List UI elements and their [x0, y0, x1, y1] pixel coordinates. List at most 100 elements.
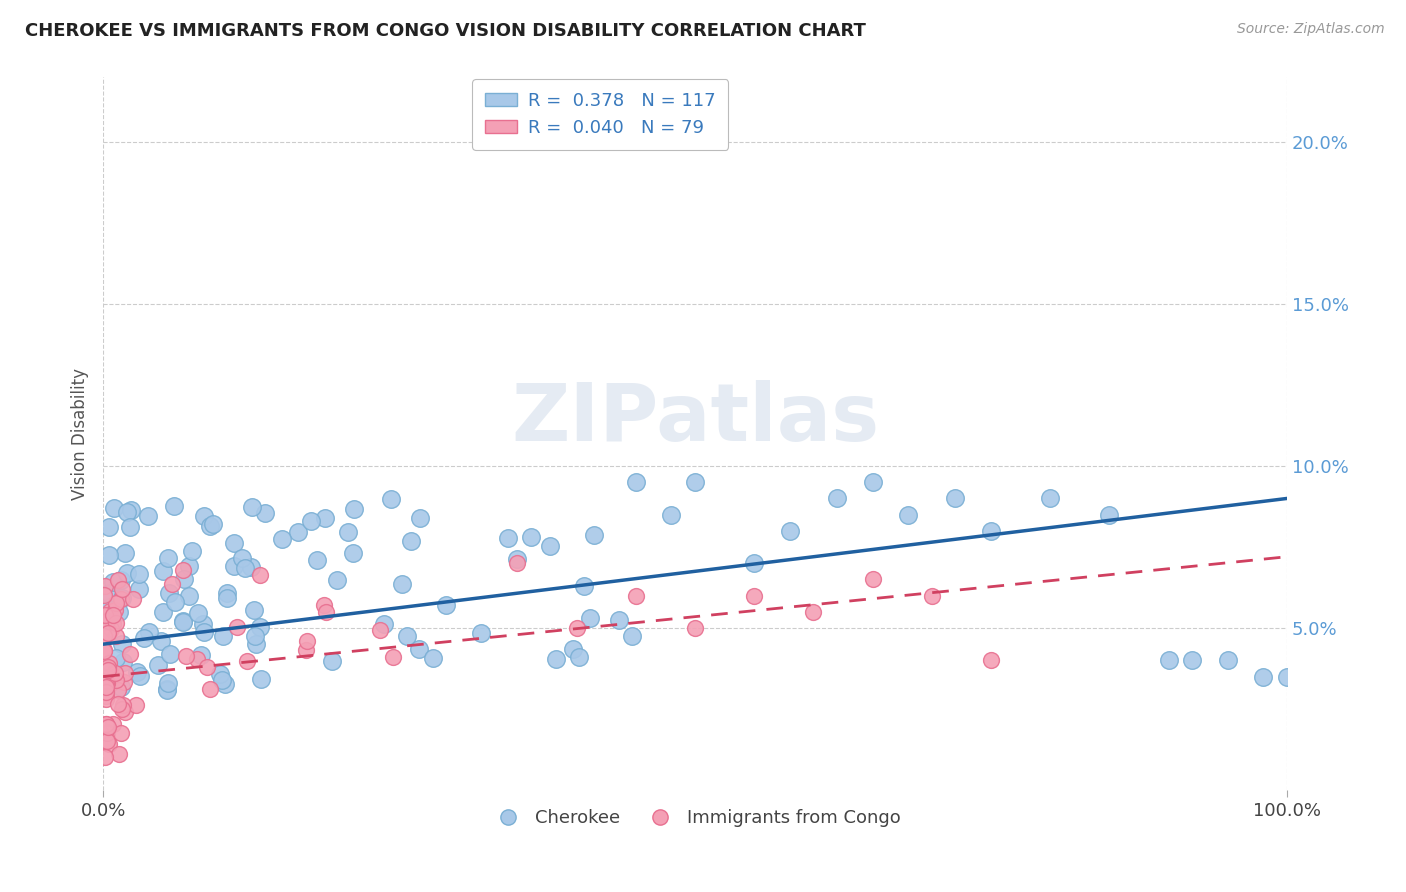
Point: [96, 726, 118, 740]
Point: [579, 611, 602, 625]
Point: [111, 582, 134, 596]
Point: [103, 501, 125, 516]
Point: [343, 502, 366, 516]
Point: [198, 682, 221, 697]
Point: [163, 595, 186, 609]
Point: [187, 606, 209, 620]
Point: [253, 506, 276, 520]
Point: [107, 698, 129, 712]
Point: [134, 632, 156, 646]
Point: [101, 608, 124, 623]
Point: [214, 677, 236, 691]
Text: ZIPatlas: ZIPatlas: [510, 380, 879, 458]
Point: [94, 689, 117, 703]
Point: [110, 726, 132, 740]
Point: [96, 685, 118, 699]
Point: [742, 589, 765, 603]
Point: [1181, 653, 1204, 667]
Point: [104, 616, 127, 631]
Point: [97, 626, 120, 640]
Point: [94, 717, 117, 731]
Point: [93, 644, 115, 658]
Point: [624, 589, 647, 603]
Point: [299, 514, 322, 528]
Point: [683, 621, 706, 635]
Point: [422, 650, 444, 665]
Point: [94, 677, 117, 691]
Point: [100, 622, 122, 636]
Point: [101, 716, 124, 731]
Point: [98, 656, 121, 670]
Point: [177, 559, 200, 574]
Point: [434, 598, 457, 612]
Point: [96, 614, 118, 628]
Point: [506, 551, 529, 566]
Point: [93, 629, 115, 643]
Point: [107, 682, 129, 697]
Point: [249, 620, 271, 634]
Legend: Cherokee, Immigrants from Congo: Cherokee, Immigrants from Congo: [482, 802, 908, 834]
Point: [1216, 653, 1239, 667]
Point: [193, 508, 215, 523]
Point: [312, 598, 335, 612]
Point: [336, 524, 359, 539]
Point: [567, 649, 589, 664]
Point: [159, 647, 181, 661]
Point: [1275, 669, 1298, 683]
Point: [271, 533, 294, 547]
Point: [105, 596, 128, 610]
Point: [152, 564, 174, 578]
Point: [825, 491, 848, 506]
Point: [117, 505, 139, 519]
Point: [315, 605, 337, 619]
Point: [97, 721, 120, 735]
Point: [111, 702, 134, 716]
Point: [163, 500, 186, 514]
Point: [110, 680, 132, 694]
Point: [897, 508, 920, 522]
Point: [862, 475, 884, 490]
Point: [215, 585, 238, 599]
Point: [240, 560, 263, 574]
Point: [215, 591, 238, 605]
Point: [862, 573, 884, 587]
Point: [470, 626, 492, 640]
Point: [97, 625, 120, 640]
Point: [104, 651, 127, 665]
Point: [138, 624, 160, 639]
Point: [249, 672, 271, 686]
Point: [222, 536, 245, 550]
Point: [160, 576, 183, 591]
Point: [112, 698, 135, 712]
Point: [295, 643, 318, 657]
Point: [242, 602, 264, 616]
Point: [98, 586, 121, 600]
Point: [97, 737, 120, 751]
Point: [1251, 669, 1274, 683]
Point: [211, 628, 233, 642]
Point: [195, 660, 218, 674]
Point: [1098, 508, 1121, 522]
Point: [173, 572, 195, 586]
Point: [921, 589, 943, 603]
Point: [96, 660, 118, 674]
Point: [125, 665, 148, 679]
Point: [321, 654, 343, 668]
Text: CHEROKEE VS IMMIGRANTS FROM CONGO VISION DISABILITY CORRELATION CHART: CHEROKEE VS IMMIGRANTS FROM CONGO VISION…: [25, 22, 866, 40]
Point: [544, 651, 567, 665]
Point: [198, 519, 221, 533]
Point: [93, 750, 115, 764]
Point: [98, 677, 121, 691]
Point: [94, 691, 117, 706]
Point: [94, 716, 117, 731]
Point: [380, 492, 402, 507]
Point: [395, 629, 418, 643]
Point: [408, 511, 430, 525]
Point: [231, 550, 253, 565]
Point: [111, 637, 134, 651]
Point: [97, 608, 120, 623]
Point: [96, 675, 118, 690]
Point: [112, 674, 135, 689]
Point: [156, 551, 179, 566]
Point: [156, 682, 179, 697]
